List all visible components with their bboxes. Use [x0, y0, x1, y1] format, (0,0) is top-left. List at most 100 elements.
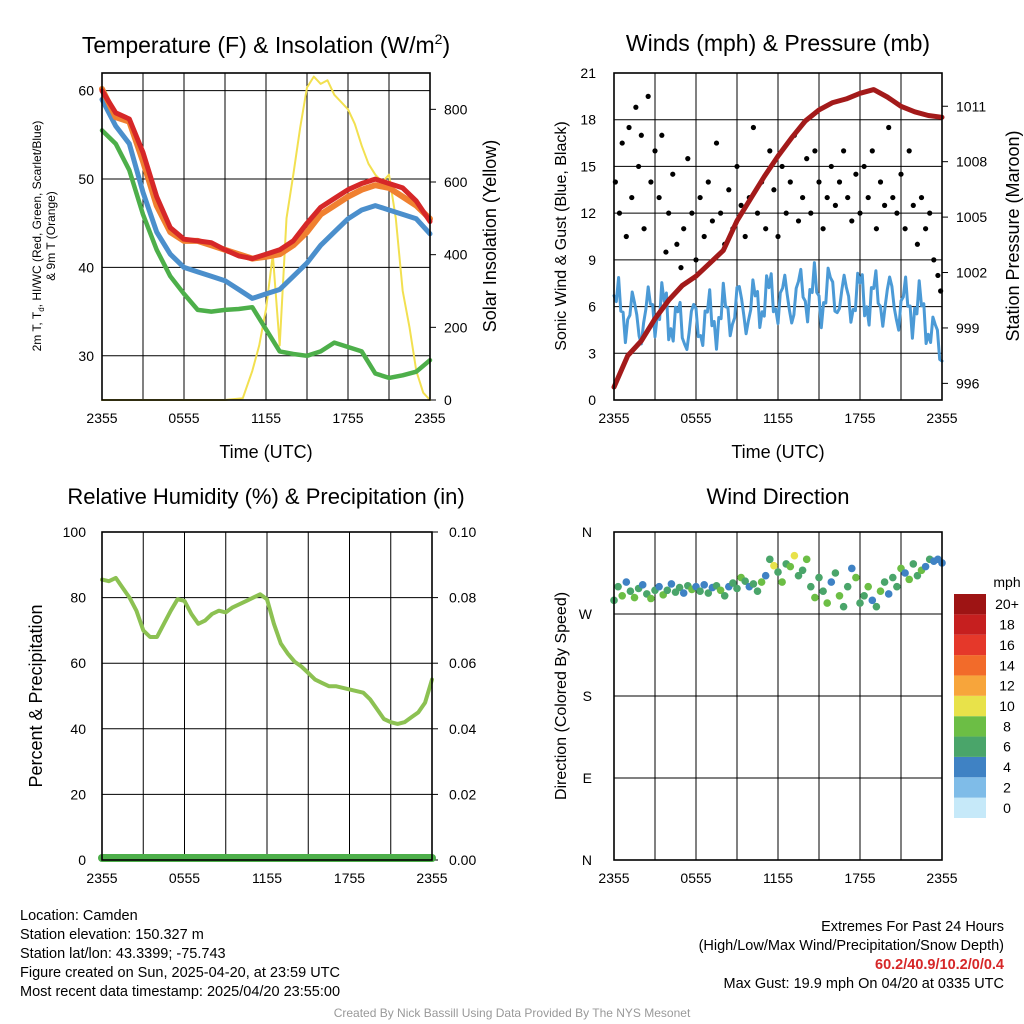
temp-ytick-label: 50: [78, 171, 94, 187]
direction-point: [802, 555, 811, 564]
solar-ytick-label: 600: [444, 174, 468, 190]
rh-line: [100, 575, 434, 726]
gust-point: [931, 257, 937, 263]
gust-point: [779, 163, 785, 170]
gust-point: [783, 210, 789, 216]
dir-ytick-label: E: [583, 770, 592, 786]
dir-frame: [613, 531, 943, 861]
direction-point: [741, 577, 749, 585]
precip-ytick-label: 0.02: [449, 786, 476, 802]
direction-point: [860, 591, 868, 600]
direction-point: [626, 587, 635, 596]
dir-xtick-label: 2355: [598, 870, 629, 886]
extremes-title: Extremes For Past 24 Hours: [821, 919, 1004, 935]
direction-point: [667, 580, 676, 588]
colorbar-label: 10: [999, 698, 1015, 714]
colorbar-title: mph: [993, 574, 1020, 590]
wind-xtick-label: 2355: [598, 410, 629, 426]
gust-point: [832, 202, 839, 208]
credit-text: Created By Nick Bassill Using Data Provi…: [333, 1006, 691, 1020]
gust-point: [804, 156, 810, 162]
wc-line: [99, 97, 433, 301]
direction-point: [774, 568, 782, 576]
colorbar-segment: [954, 736, 986, 757]
recent-timestamp-text: Most recent data timestamp: 2025/04/20 2…: [20, 984, 341, 1000]
solar-ylabel: Solar Insolation (Yellow): [480, 140, 500, 332]
solar-ytick-label: 400: [444, 247, 468, 263]
direction-point: [638, 581, 647, 589]
direction-point: [893, 582, 901, 591]
gust-point: [828, 163, 834, 170]
gust-point: [709, 218, 716, 224]
gust-point: [629, 194, 635, 201]
solar-line: [101, 75, 431, 401]
pressure-ytick-label: 1008: [956, 154, 987, 170]
gust-point: [685, 156, 691, 162]
gust-point: [935, 272, 941, 279]
gust-point: [918, 194, 925, 201]
pressure-ytick-label: 996: [956, 375, 980, 391]
direction-point: [864, 582, 872, 591]
wind-xtick-label: 2355: [926, 410, 957, 426]
gust-point: [861, 163, 867, 170]
direction-point: [831, 569, 840, 577]
rh-xtick-label: 2355: [416, 870, 447, 886]
wind-frame: [613, 72, 943, 401]
wind-xlabel: Time (UTC): [731, 442, 824, 462]
colorbar-label: 18: [999, 617, 1015, 633]
gust-point: [633, 104, 639, 110]
gust-point: [894, 210, 900, 216]
gust-point: [775, 233, 781, 240]
rh-xtick-label: 0555: [169, 870, 200, 886]
gust-point: [787, 179, 793, 185]
temp-chart-title: Temperature (F) & Insolation (W/m2): [82, 31, 450, 58]
gust-point: [771, 187, 777, 193]
gust-point: [820, 226, 826, 232]
rh-ytick-label: 20: [70, 786, 86, 802]
gust-point: [663, 249, 669, 255]
colorbar-segment: [954, 716, 986, 737]
direction-point: [876, 587, 885, 596]
gust-point: [767, 148, 773, 154]
gust-point: [836, 179, 843, 185]
colorbar-label: 0: [1003, 800, 1011, 816]
direction-point: [913, 571, 922, 580]
gust-point: [734, 163, 740, 170]
direction-point: [757, 578, 766, 586]
gust-point: [670, 171, 676, 177]
wind-ytick-label: 12: [580, 205, 596, 221]
colorbar-label: 14: [999, 657, 1015, 673]
rh-xtick-label: 1755: [334, 870, 365, 886]
pressure-line: [611, 87, 945, 390]
direction-point: [753, 587, 762, 596]
precip-ytick-label: 0.06: [449, 655, 476, 671]
extremes-values: 60.2/40.9/10.2/0/0.4: [875, 957, 1004, 973]
temp-ytick-label: 40: [78, 259, 94, 275]
gust-point: [927, 210, 933, 216]
extremes-info: Extremes For Past 24 Hours (High/Low/Max…: [699, 918, 1004, 994]
dir-xtick-label: 1155: [763, 870, 793, 886]
gust-point: [808, 210, 814, 216]
figure-created-text: Figure created on Sun, 2025-04-20, at 23…: [20, 965, 340, 981]
direction-point: [815, 573, 823, 582]
dir-xtick-label: 2355: [926, 870, 957, 886]
temp-ylabel-part: , HI/WC (Red, Green, Scarlet/Blue): [30, 121, 44, 308]
gust-point: [849, 218, 855, 224]
gust-point: [923, 226, 929, 232]
dir-xtick-label: 1755: [844, 870, 875, 886]
colorbar-label: 12: [999, 678, 1015, 694]
wind-ytick-label: 15: [580, 158, 596, 174]
temp-xtick-label: 1155: [251, 410, 281, 426]
colorbar-segment: [954, 797, 986, 818]
gust-point: [754, 210, 761, 216]
max-gust-text: Max Gust: 19.9 mph On 04/20 at 0335 UTC: [723, 976, 1004, 992]
temp-ylabel-part: 2m T, T: [30, 311, 44, 351]
solar-ytick-label: 800: [444, 101, 468, 117]
direction-point: [679, 589, 688, 597]
gust-point: [906, 148, 912, 154]
wind-ytick-label: 18: [580, 112, 596, 128]
dir-chart-title: Wind Direction: [706, 484, 849, 509]
colorbar-segment: [954, 695, 986, 717]
gust-point: [701, 233, 707, 240]
